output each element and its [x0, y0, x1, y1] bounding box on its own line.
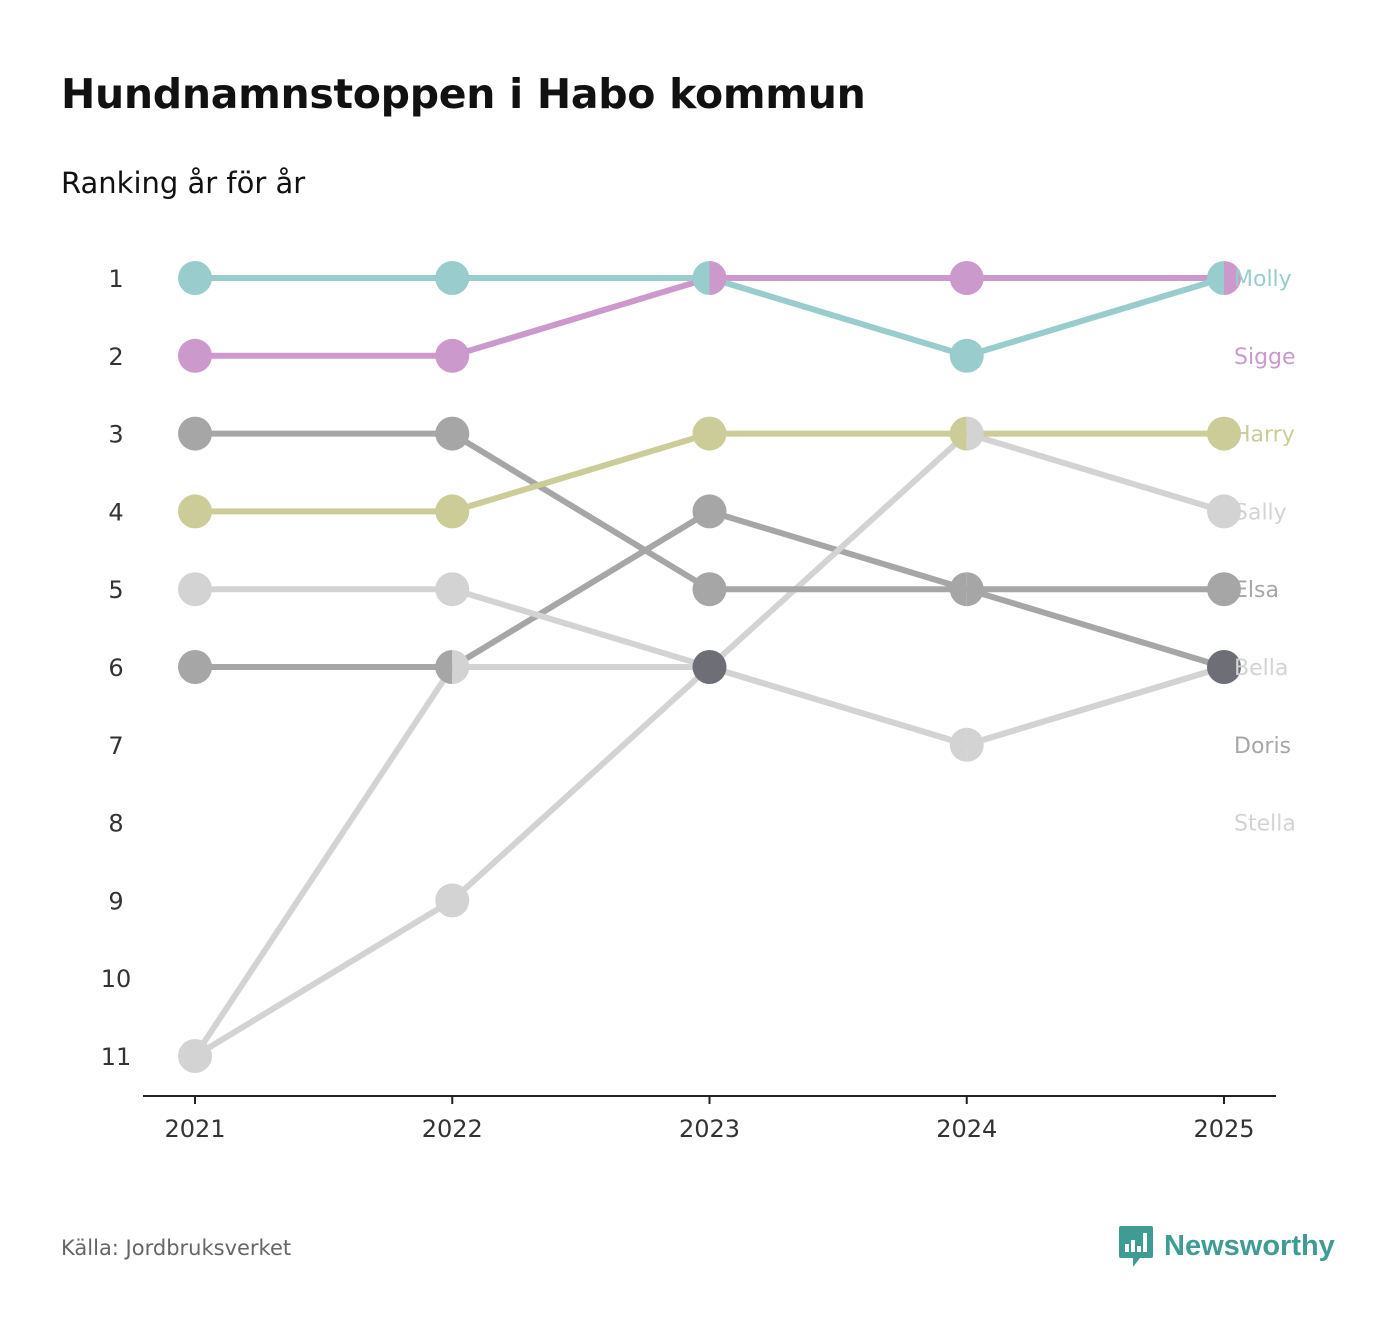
point-molly-2024[interactable]	[949, 338, 984, 373]
point-sally-2021[interactable]	[178, 572, 212, 607]
point-bella-2021[interactable]	[178, 1039, 195, 1073]
end-label-sally: Sally	[1234, 500, 1287, 525]
point-stella-2021[interactable]	[195, 1039, 212, 1073]
point-elsa-2024[interactable]	[949, 572, 967, 607]
y-tick-label-6: 6	[108, 654, 123, 682]
x-tick-label-2024: 2024	[936, 1115, 997, 1143]
x-tick-label-2022: 2022	[422, 1115, 483, 1143]
point-2023-rank-6-overlap[interactable]	[692, 650, 727, 684]
point-doris-2024[interactable]	[966, 572, 984, 607]
chart-title: Hundnamnstoppen i Habo kommun	[61, 70, 866, 118]
point-elsa-2025[interactable]	[1207, 572, 1241, 607]
point-sally-2022[interactable]	[435, 572, 470, 607]
point-sigge-2023[interactable]	[709, 261, 727, 295]
y-tick-label-9: 9	[108, 887, 123, 915]
end-label-stella: Stella	[1234, 812, 1296, 837]
end-label-bella: Bella	[1234, 656, 1288, 681]
x-tick-label-2025: 2025	[1193, 1115, 1254, 1143]
point-doris-2023[interactable]	[692, 494, 727, 529]
y-tick-label-3: 3	[108, 421, 123, 449]
point-sigge-2022[interactable]	[435, 338, 470, 373]
y-tick-label-2: 2	[108, 343, 123, 371]
point-sigge-2024[interactable]	[949, 261, 984, 295]
point-harry-2024[interactable]	[949, 416, 967, 451]
end-label-molly: Molly	[1234, 267, 1292, 292]
x-tick-label-2021: 2021	[164, 1115, 225, 1143]
end-labels: Molly Sigge Harry Sally Elsa Bella Doris Stella	[1234, 267, 1296, 837]
y-tick-label-8: 8	[108, 810, 123, 838]
point-2025-rank-6-overlap[interactable]	[1207, 650, 1241, 684]
point-harry-2025[interactable]	[1207, 416, 1241, 451]
point-elsa-2022[interactable]	[435, 416, 470, 451]
point-doris-2021[interactable]	[178, 650, 212, 684]
newsworthy-logo-icon	[1119, 1226, 1153, 1267]
point-molly-2023[interactable]	[692, 261, 710, 295]
point-elsa-2021[interactable]	[178, 416, 212, 451]
point-molly-2022[interactable]	[435, 261, 470, 295]
point-molly-2025[interactable]	[1207, 261, 1224, 295]
x-tick-label-2023: 2023	[679, 1115, 740, 1143]
point-bella-2022[interactable]	[435, 883, 470, 918]
point-stella-2024[interactable]	[966, 727, 984, 762]
series-points	[178, 261, 1241, 1073]
y-tick-label-4: 4	[108, 498, 123, 526]
y-axis-ticks: 1 2 3 4 5 6 7 8 9 10 11	[101, 265, 132, 1071]
brand-name: Newsworthy	[1164, 1229, 1335, 1262]
y-tick-label-7: 7	[108, 732, 123, 760]
end-label-sigge: Sigge	[1234, 345, 1296, 370]
end-label-doris: Doris	[1234, 734, 1291, 759]
rank-chart: 1 2 3 4 5 6 7 8 9 10 11 2021 2022 2023 2024 2025 Molly…	[101, 261, 1296, 1143]
point-elsa-2023[interactable]	[692, 572, 727, 607]
point-sally-2024[interactable]	[949, 727, 967, 762]
x-axis: 2021 2022 2023 2024 2025	[143, 1095, 1276, 1143]
end-label-elsa: Elsa	[1234, 578, 1279, 603]
point-sigge-2025[interactable]	[1224, 261, 1241, 295]
chart-subtitle: Ranking år för år	[61, 166, 306, 200]
brand-logo[interactable]: Newsworthy	[1118, 1224, 1335, 1268]
y-tick-label-11: 11	[101, 1043, 132, 1071]
point-harry-2022[interactable]	[435, 494, 470, 529]
point-harry-2021[interactable]	[178, 494, 212, 529]
point-molly-2021[interactable]	[178, 261, 212, 295]
point-stella-2022[interactable]	[452, 650, 470, 684]
y-tick-label-10: 10	[101, 965, 132, 993]
end-label-harry: Harry	[1234, 423, 1295, 448]
y-tick-label-1: 1	[108, 265, 123, 293]
series-line-stella	[192, 664, 1227, 1059]
point-bella-2024[interactable]	[966, 416, 984, 451]
source-note: Källa: Jordbruksverket	[61, 1236, 292, 1260]
y-tick-label-5: 5	[108, 576, 123, 604]
point-harry-2023[interactable]	[692, 416, 727, 451]
point-sigge-2021[interactable]	[178, 338, 212, 373]
point-bella-2025[interactable]	[1207, 494, 1241, 529]
point-doris-2022[interactable]	[435, 650, 453, 684]
